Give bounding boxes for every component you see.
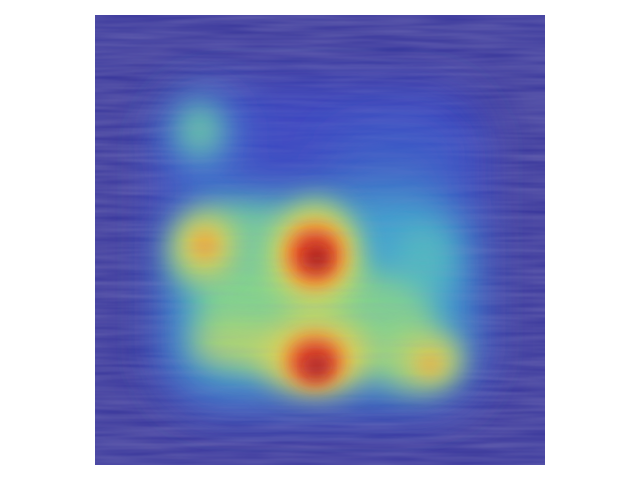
- heatmap-image: [95, 15, 545, 465]
- heatmap-svg: [95, 15, 545, 465]
- texture-overlay: [95, 15, 545, 465]
